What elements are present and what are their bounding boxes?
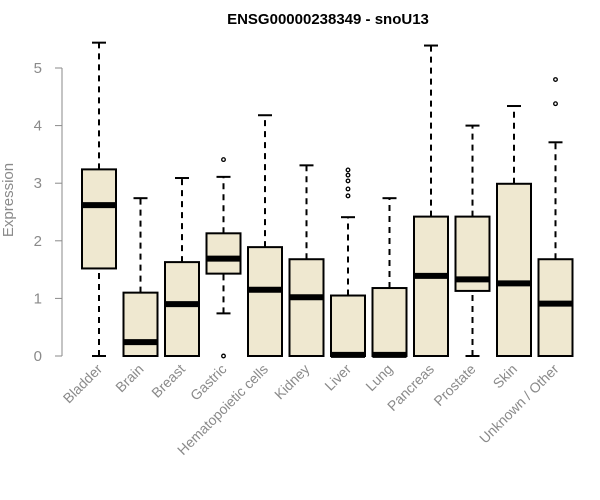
x-label-lung: Lung bbox=[362, 361, 395, 394]
box-breast bbox=[164, 261, 200, 357]
outlier-gastric-0 bbox=[221, 353, 226, 359]
x-label-skin: Skin bbox=[490, 361, 521, 392]
box-bladder bbox=[81, 168, 117, 270]
outlier-liver-1 bbox=[345, 186, 351, 192]
outlier-liver-3 bbox=[345, 172, 351, 178]
box-skin bbox=[496, 182, 532, 357]
outlier-unknown-other-0 bbox=[553, 101, 558, 107]
y-tick-label-4: 4 bbox=[34, 118, 42, 135]
x-label-liver: Liver bbox=[321, 361, 354, 394]
outlier-liver-0 bbox=[345, 193, 351, 199]
box-gastric bbox=[205, 232, 242, 275]
y-axis-label: Expression bbox=[0, 163, 17, 237]
box-pancreas bbox=[413, 215, 449, 357]
x-label-breast: Breast bbox=[148, 361, 188, 401]
box-brain bbox=[122, 291, 159, 358]
outlier-liver-2 bbox=[345, 178, 351, 184]
box-kidney bbox=[288, 258, 325, 357]
x-label-brain: Brain bbox=[112, 361, 146, 395]
outliers-layer bbox=[221, 77, 558, 359]
x-label-kidney: Kidney bbox=[271, 361, 313, 403]
x-label-unknown-other: Unknown / Other bbox=[476, 361, 562, 447]
box-lung bbox=[371, 287, 408, 358]
x-label-bladder: Bladder bbox=[60, 361, 106, 407]
y-tick-label-2: 2 bbox=[34, 233, 42, 250]
y-tick-label-3: 3 bbox=[34, 175, 42, 192]
y-tick-label-0: 0 bbox=[34, 348, 42, 365]
outlier-liver-4 bbox=[345, 167, 351, 173]
y-axis: 0 1 2 3 4 5 bbox=[34, 60, 63, 365]
boxes-layer bbox=[81, 168, 574, 358]
chart-title: ENSG00000238349 - snoU13 bbox=[227, 11, 429, 28]
x-label-prostate: Prostate bbox=[430, 361, 478, 409]
box-hematopoietic-cells bbox=[247, 246, 283, 357]
outlier-unknown-other-1 bbox=[553, 77, 558, 82]
whiskers-layer bbox=[92, 41, 563, 357]
y-tick-label-1: 1 bbox=[34, 290, 42, 307]
box-unknown-other bbox=[537, 258, 574, 357]
outlier-gastric-1 bbox=[221, 157, 226, 163]
y-tick-label-5: 5 bbox=[34, 60, 42, 77]
box-liver bbox=[330, 294, 366, 357]
